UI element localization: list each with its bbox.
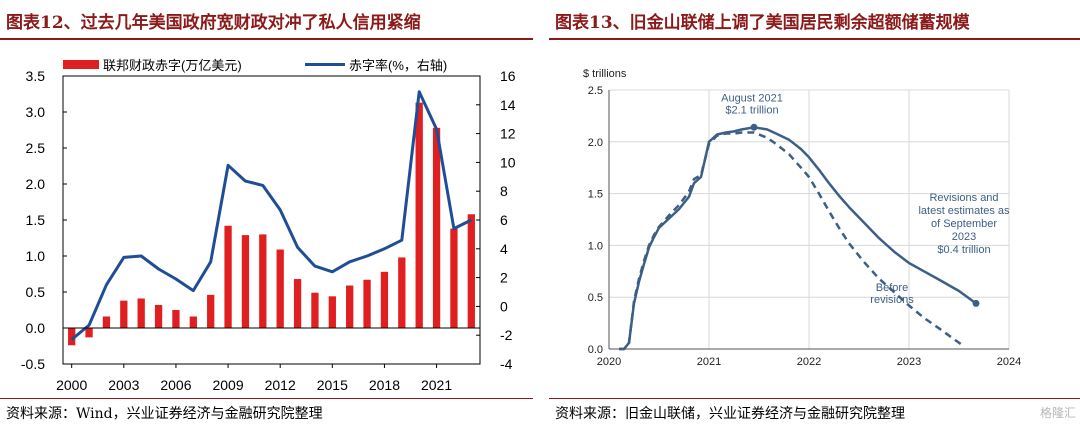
y-right-tick-label: 4 xyxy=(500,241,508,257)
revised-annotation: 2023 xyxy=(952,231,976,243)
deficit-bar xyxy=(468,214,475,328)
y-tick-label: 2.5 xyxy=(588,85,603,97)
deficit-bar xyxy=(120,301,127,328)
y-tick-label: 1.0 xyxy=(588,240,603,252)
right-source-rule xyxy=(549,398,1080,399)
deficit-ratio-line xyxy=(72,92,472,340)
y-right-tick-label: 6 xyxy=(500,212,508,228)
deficit-bar xyxy=(155,305,162,328)
x-tick-label: 2021 xyxy=(421,377,452,393)
legend-label-deficit: 联邦财政赤字(万亿美元) xyxy=(103,58,242,73)
peak-annotation: August 2021 xyxy=(721,92,783,104)
x-tick-label: 2022 xyxy=(797,356,821,368)
x-tick-label: 2024 xyxy=(997,356,1021,368)
y-left-tick-label: 2.0 xyxy=(26,176,46,192)
y-right-tick-label: -4 xyxy=(500,356,513,372)
y-right-tick-label: 12 xyxy=(500,126,516,142)
y-left-tick-label: 1.0 xyxy=(26,248,46,264)
deficit-bar xyxy=(242,235,249,328)
x-tick-label: 2000 xyxy=(56,377,87,393)
legend-swatch-deficit xyxy=(63,60,99,69)
deficit-bar xyxy=(103,316,110,328)
y-left-tick-label: -0.5 xyxy=(21,356,45,372)
y-tick-label: 0.0 xyxy=(588,344,603,356)
deficit-bar xyxy=(172,310,179,328)
y-left-tick-label: 0.5 xyxy=(26,284,46,300)
y-right-tick-label: 8 xyxy=(500,183,508,199)
y-tick-label: 0.5 xyxy=(588,292,603,304)
deficit-bar xyxy=(416,103,423,328)
left-source-rule xyxy=(0,398,533,399)
right-source-note: 资料来源：旧金山联储，兴业证券经济与金融研究院整理 xyxy=(555,403,905,423)
deficit-bar xyxy=(190,316,197,328)
y-tick-label: 2.0 xyxy=(588,137,603,149)
revised-annotation: Revisions and xyxy=(929,192,998,204)
deficit-chart: -0.5 0.0 0.5 1.0 1.5 2.0 2.5 3.0 3.5 -4 -2 0 2 4 6 8 10 1… xyxy=(0,0,533,398)
y-right-tick-label: 2 xyxy=(500,270,508,286)
x-tick-label: 2003 xyxy=(108,377,139,393)
revised-annotation: latest estimates as xyxy=(918,205,1010,217)
x-tick-label: 2012 xyxy=(265,377,296,393)
y-right-tick-label: 16 xyxy=(500,68,516,84)
revised-estimates-line xyxy=(619,127,976,349)
x-tick-label: 2023 xyxy=(897,356,921,368)
deficit-bar xyxy=(346,286,353,328)
deficit-bar xyxy=(207,295,214,328)
deficit-bar xyxy=(398,257,405,328)
deficit-bar xyxy=(381,272,388,328)
before-revisions-line xyxy=(619,133,962,350)
y-left-tick-label: 3.5 xyxy=(26,68,46,84)
revised-annotation: of September xyxy=(931,218,997,230)
x-tick-label: 2006 xyxy=(160,377,191,393)
y-right-tick-label: 0 xyxy=(500,298,508,314)
deficit-bar xyxy=(433,128,440,328)
deficit-bar xyxy=(277,250,284,328)
peak-marker xyxy=(751,124,758,131)
left-legend: 联邦财政赤字(万亿美元) 赤字率(%，右轴) xyxy=(63,58,447,73)
y-tick-label: 1.5 xyxy=(588,189,603,201)
y-left-tick-label: 3.0 xyxy=(26,104,46,120)
x-tick-label: 2015 xyxy=(317,377,348,393)
deficit-bar xyxy=(450,229,457,328)
before-revisions-annotation: Before xyxy=(876,282,908,294)
y-right-tick-label: -2 xyxy=(500,327,513,343)
latest-estimate-marker xyxy=(973,300,980,307)
deficit-bar xyxy=(294,279,301,328)
x-tick-label: 2020 xyxy=(597,356,621,368)
watermark-logo: 格隆汇 xyxy=(1040,404,1076,421)
right-figure-panel: 图表13、旧金山联储上调了美国居民剩余超额储蓄规模 $ trillions 0.… xyxy=(549,0,1080,428)
y-left-tick-label: 0.0 xyxy=(26,320,46,336)
y-left-tick-label: 1.5 xyxy=(26,212,46,228)
deficit-bar xyxy=(85,328,92,337)
deficit-bar xyxy=(363,280,370,328)
before-revisions-annotation: revisions xyxy=(870,294,914,306)
left-source-note: 资料来源：Wind，兴业证券经济与金融研究院整理 xyxy=(6,403,323,423)
legend-label-ratio: 赤字率(%，右轴) xyxy=(349,58,447,73)
revised-annotation: $0.4 trillion xyxy=(937,244,990,256)
peak-annotation: $2.1 trillion xyxy=(725,104,778,116)
deficit-bar xyxy=(138,298,145,328)
y-right-tick-label: 14 xyxy=(500,97,516,113)
excess-savings-chart: $ trillions 0.0 0.5 1.0 1.5 2.0 2.5 2020 2021 20… xyxy=(549,0,1080,398)
deficit-bar xyxy=(224,226,231,328)
x-tick-label: 2009 xyxy=(212,377,243,393)
deficit-bar xyxy=(329,296,336,328)
y-left-tick-label: 2.5 xyxy=(26,140,46,156)
y-right-tick-label: 10 xyxy=(500,154,516,170)
x-tick-label: 2018 xyxy=(369,377,400,393)
y-axis-unit-label: $ trillions xyxy=(583,68,627,80)
x-tick-label: 2021 xyxy=(697,356,721,368)
deficit-bar xyxy=(259,234,266,328)
left-figure-panel: 图表12、过去几年美国政府宽财政对冲了私人信用紧缩 -0.5 0.0 0.5 1.0 1… xyxy=(0,0,533,428)
deficit-bar xyxy=(311,293,318,328)
